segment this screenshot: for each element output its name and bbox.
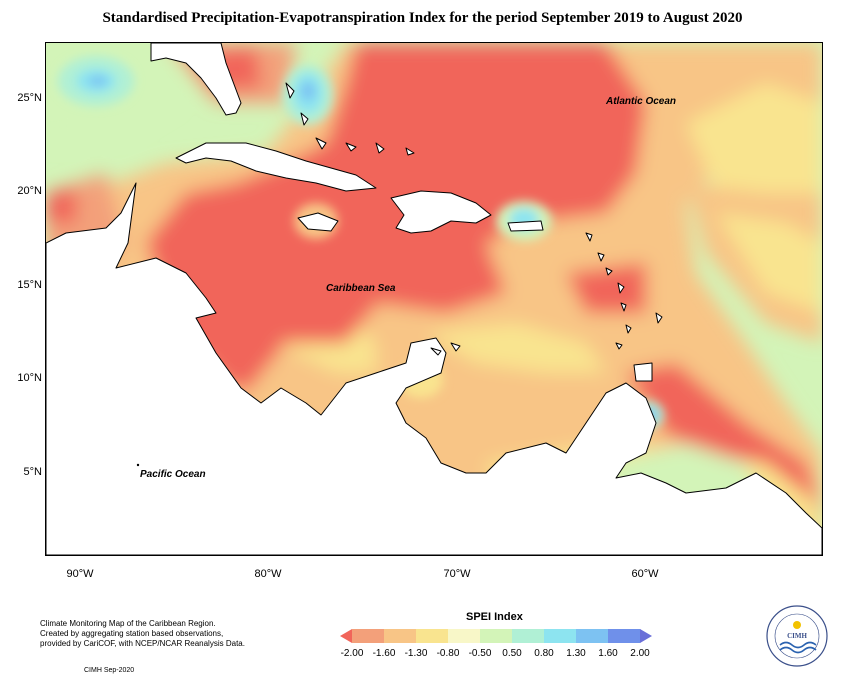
lon-label-70w: 70°W [443,568,471,580]
legend-arrow-low [340,629,352,643]
legend-tick-label: 2.00 [630,648,650,659]
wave-icon [779,641,817,649]
legend-swatch [480,629,513,643]
credits-signature: CIMH Sep-2020 [84,667,135,674]
lon-label-80w: 80°W [254,568,282,580]
legend-tick-label: 0.80 [534,648,554,659]
legend-tick-label: 1.30 [566,648,586,659]
landmasses [46,43,822,555]
legend-tick-label: -1.30 [404,648,428,659]
lon-label-90w: 90°W [66,568,94,580]
land-hispaniola [390,190,492,234]
land-central-america [46,182,822,555]
legend-swatch [448,629,481,643]
land-lesser-antilles [585,232,663,350]
legend-swatch [576,629,609,643]
legend-swatch [416,629,449,643]
lat-label-20n: 20°N [17,185,42,197]
lon-label-60w: 60°W [631,568,659,580]
atlantic-ocean-label: Atlantic Ocean [605,96,676,107]
pacific-ocean-label: Pacific Ocean [140,469,206,480]
pacific-marker-dot [136,463,140,467]
lat-label-5n: 5°N [23,466,42,478]
cimh-logo: CIMH [766,605,828,667]
legend-swatch [544,629,577,643]
map-title: Standardised Precipitation-Evapotranspir… [102,10,743,26]
land-jamaica [297,212,339,232]
legend-colorbar [340,629,652,643]
lat-label-15n: 15°N [17,279,42,291]
legend-tick-label: 0.50 [502,648,522,659]
legend-swatch [512,629,545,643]
legend-arrow-high [640,629,652,643]
land-bahamas [285,82,415,156]
logo-text: CIMH [787,632,807,640]
legend-tick-label: -0.80 [436,648,460,659]
legend-tick-label: 1.60 [598,648,618,659]
lat-label-10n: 10°N [17,372,42,384]
map-credits: Climate Monitoring Map of the Caribbean … [40,619,300,649]
land-abc-islands [430,342,461,356]
sun-icon [793,621,801,629]
land-puerto-rico [507,220,544,232]
spei-map: Atlantic Ocean Caribbean Sea Pacific Oce… [45,42,823,556]
land-cuba [175,142,377,192]
land-trinidad [633,362,653,382]
legend-swatch [384,629,417,643]
credits-line-2: Created by aggregating station based obs… [40,629,224,638]
legend-tick-label: -2.00 [340,648,364,659]
spei-map-canvas: Atlantic Ocean Caribbean Sea Pacific Oce… [46,43,822,555]
lat-label-25n: 25°N [17,92,42,104]
caribbean-sea-label: Caribbean Sea [326,283,396,294]
land-florida [150,43,242,116]
legend-tick-label: -1.60 [372,648,396,659]
credits-line-1: Climate Monitoring Map of the Caribbean … [40,619,216,628]
legend-tick-label: -0.50 [468,648,492,659]
legend-swatch [352,629,385,643]
legend-swatch [608,629,641,643]
credits-line-3: provided by CariCOF, with NCEP/NCAR Rean… [40,639,245,648]
legend-title: SPEI Index [466,611,523,623]
